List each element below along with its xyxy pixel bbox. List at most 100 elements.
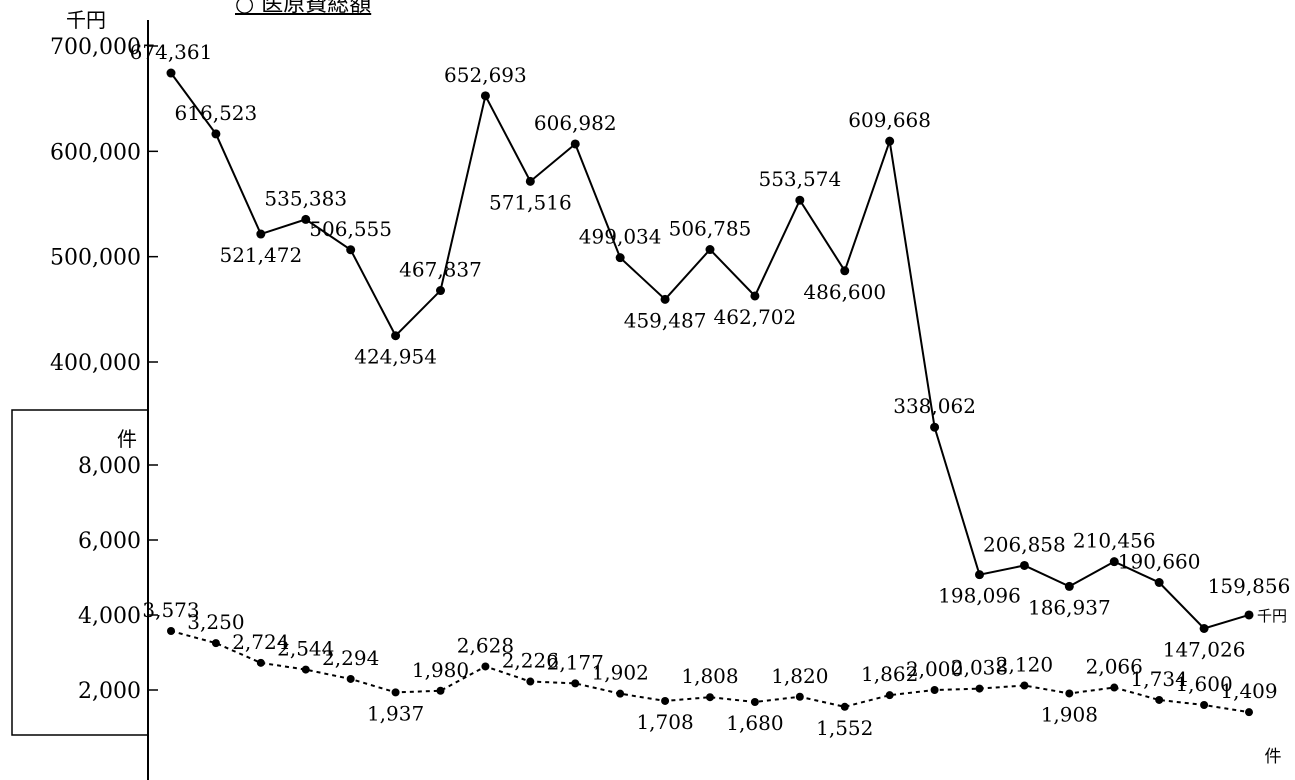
data-point-cases	[975, 684, 984, 693]
data-point-cases	[840, 702, 849, 711]
chart-title: ○ 医原費総額	[235, 0, 372, 17]
data-label-amount: 467,837	[399, 258, 482, 282]
data-label-amount: 499,034	[579, 225, 662, 249]
data-point-amount	[1244, 610, 1254, 620]
data-label-cases: 2,120	[996, 653, 1053, 677]
data-label-amount: 606,982	[534, 111, 617, 135]
data-label-cases: 1,862	[861, 662, 918, 686]
data-label-cases: 2,544	[277, 637, 334, 661]
data-label-cases: 1,908	[1041, 702, 1098, 726]
bottom-tick-label: 6,000	[78, 529, 141, 554]
data-label-amount: 609,668	[848, 108, 931, 132]
data-point-amount	[480, 91, 490, 101]
data-label-cases: 2,294	[322, 646, 379, 670]
data-point-amount	[1019, 560, 1029, 570]
data-point-amount	[1154, 578, 1164, 588]
data-point-amount	[166, 68, 176, 78]
data-point-cases	[167, 627, 175, 636]
data-label-amount: 553,574	[758, 167, 841, 191]
data-point-cases	[750, 698, 759, 706]
data-point-cases	[1065, 689, 1074, 698]
data-point-cases	[481, 662, 490, 671]
bottom-tick-label: 2,000	[78, 679, 141, 704]
data-point-amount	[525, 176, 535, 186]
data-label-amount: 571,516	[489, 190, 572, 214]
data-point-cases	[211, 639, 220, 648]
data-point-cases	[346, 674, 355, 683]
data-label-amount: 521,472	[219, 243, 302, 267]
data-label-cases: 1,980	[412, 658, 469, 682]
data-label-cases: 1,409	[1220, 679, 1277, 703]
data-label-cases: 1,820	[771, 664, 828, 688]
data-label-amount: 506,555	[309, 217, 392, 241]
data-point-amount	[301, 214, 311, 224]
data-label-cases: 1,708	[636, 710, 693, 734]
top-tick-label: 500,000	[50, 246, 141, 271]
data-label-amount: 506,785	[669, 217, 752, 241]
data-label-cases: 3,250	[187, 610, 244, 634]
data-label-cases: 1,808	[681, 664, 738, 688]
data-point-amount	[1064, 581, 1074, 591]
data-label-cases: 2,000	[906, 657, 963, 681]
bottom-unit-label: 件	[117, 427, 137, 451]
data-label-amount: 424,954	[354, 345, 437, 369]
data-point-amount	[1109, 557, 1119, 567]
top-tick-label: 700,000	[50, 35, 141, 60]
data-point-amount	[975, 570, 984, 580]
data-point-cases	[1110, 683, 1119, 692]
data-label-amount: 159,856	[1208, 574, 1291, 598]
data-label-amount: 198,096	[938, 584, 1021, 608]
lower-axis-frame	[11, 409, 148, 736]
data-label-amount: 462,702	[714, 305, 797, 329]
data-point-amount	[840, 266, 850, 276]
data-label-cases: 2,226	[502, 649, 559, 673]
data-label-cases: 1,902	[592, 661, 649, 685]
top-tick-label: 400,000	[50, 351, 141, 376]
data-point-amount	[885, 136, 895, 146]
data-point-amount	[1199, 623, 1209, 633]
data-point-amount	[436, 286, 445, 296]
data-point-cases	[1245, 708, 1253, 717]
data-point-amount	[346, 245, 356, 255]
data-point-cases	[661, 696, 670, 705]
data-label-amount: 616,523	[175, 101, 258, 125]
data-label-amount: 147,026	[1163, 637, 1246, 661]
data-point-amount	[750, 291, 760, 301]
data-point-cases	[616, 689, 625, 698]
data-label-amount: 674,361	[130, 40, 213, 64]
data-label-amount: 186,937	[1028, 595, 1111, 619]
data-point-cases	[436, 686, 445, 695]
end-unit-cases: 件	[1265, 747, 1282, 767]
data-point-cases	[706, 693, 714, 702]
bottom-tick-label: 8,000	[78, 454, 141, 479]
data-point-cases	[885, 691, 894, 700]
data-point-cases	[1155, 695, 1164, 704]
data-label-cases: 2,724	[232, 630, 289, 654]
data-label-cases: 1,600	[1175, 672, 1232, 696]
data-point-amount	[570, 139, 580, 149]
top-unit-label: 千円	[66, 8, 106, 32]
data-label-cases: 1,680	[726, 711, 783, 735]
data-point-cases	[1200, 701, 1209, 709]
data-label-amount: 206,858	[983, 532, 1066, 556]
data-point-cases	[930, 686, 939, 694]
data-point-amount	[795, 195, 805, 205]
data-point-cases	[256, 658, 265, 667]
bottom-tick-label: 4,000	[78, 604, 141, 629]
data-label-cases: 3,573	[142, 598, 199, 622]
data-point-cases	[1020, 681, 1029, 690]
data-point-amount	[705, 245, 715, 255]
data-point-amount	[615, 253, 625, 263]
data-label-cases: 1,937	[367, 701, 424, 725]
data-label-cases: 2,177	[547, 650, 604, 674]
data-point-amount	[930, 422, 940, 432]
data-point-cases	[795, 692, 804, 701]
data-label-cases: 1,734	[1131, 667, 1188, 691]
data-point-amount	[391, 331, 401, 341]
data-label-cases: 2,038	[951, 656, 1008, 680]
data-label-amount: 210,456	[1073, 529, 1156, 553]
data-label-amount: 535,383	[264, 186, 347, 210]
data-label-amount: 459,487	[624, 308, 707, 332]
data-point-amount	[660, 294, 670, 304]
